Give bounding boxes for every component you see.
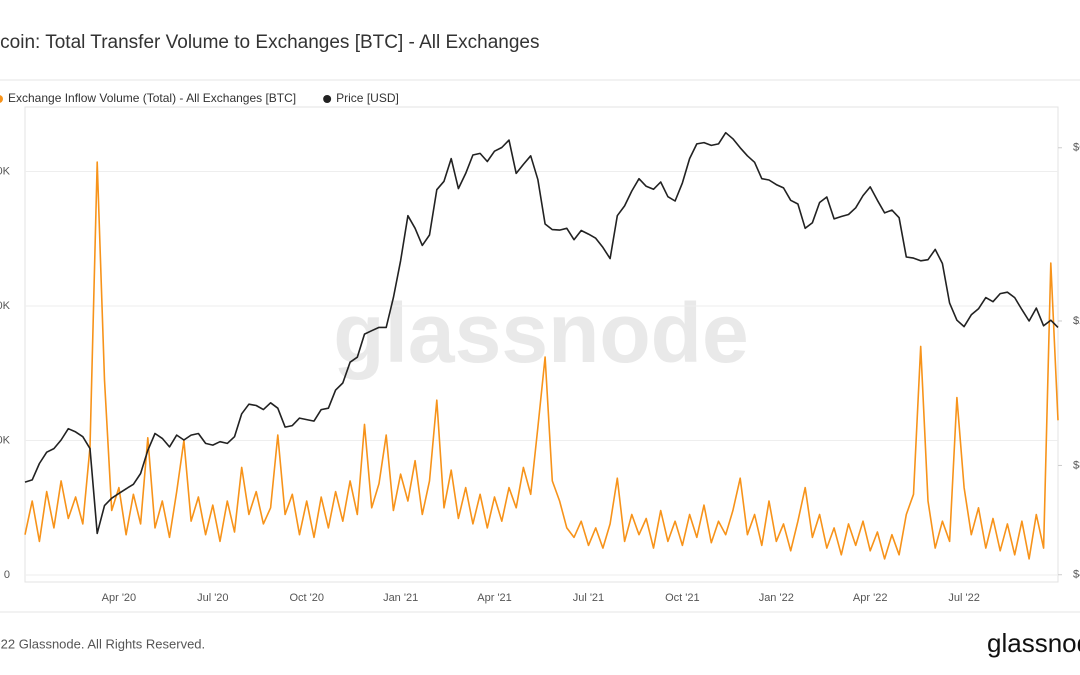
y2-tick-label: $60K xyxy=(1073,142,1080,154)
y-tick-label: 300K xyxy=(0,165,11,177)
x-tick-label: Jul '20 xyxy=(197,592,228,604)
series-line xyxy=(24,131,1059,535)
x-tick-label: Oct '21 xyxy=(665,592,700,604)
plot-frame xyxy=(24,106,1059,583)
legend-label: Price [USD] xyxy=(336,91,399,105)
watermark: glassnode xyxy=(333,286,748,380)
y-tick-label: 0 xyxy=(4,569,10,581)
x-tick-label: Apr '22 xyxy=(853,592,888,604)
legend-marker xyxy=(0,95,3,103)
logo: glassnode xyxy=(987,628,1080,658)
footer: © 2022 Glassnode. All Rights Reserved. xyxy=(0,636,205,651)
x-tick-label: Jul '22 xyxy=(948,592,979,604)
x-tick-label: Apr '21 xyxy=(477,592,512,604)
y-tick-label: 100K xyxy=(0,434,11,446)
y2-tick-label: $4K xyxy=(1073,569,1080,581)
x-tick-label: Jan '22 xyxy=(759,592,794,604)
chart-title: Bitcoin: Total Transfer Volume to Exchan… xyxy=(0,32,539,53)
legend-label: Exchange Inflow Volume (Total) - All Exc… xyxy=(8,91,296,105)
x-tick-label: Jan '21 xyxy=(383,592,418,604)
x-tick-label: Apr '20 xyxy=(102,592,137,604)
y2-tick-label: $8K xyxy=(1073,459,1080,471)
x-tick-label: Oct '20 xyxy=(289,592,324,604)
y2-tick-label: $20K xyxy=(1073,315,1080,327)
series-line xyxy=(24,161,1059,560)
x-tick-label: Jul '21 xyxy=(573,592,604,604)
y-tick-label: 200K xyxy=(0,300,11,312)
legend-marker xyxy=(323,95,332,103)
